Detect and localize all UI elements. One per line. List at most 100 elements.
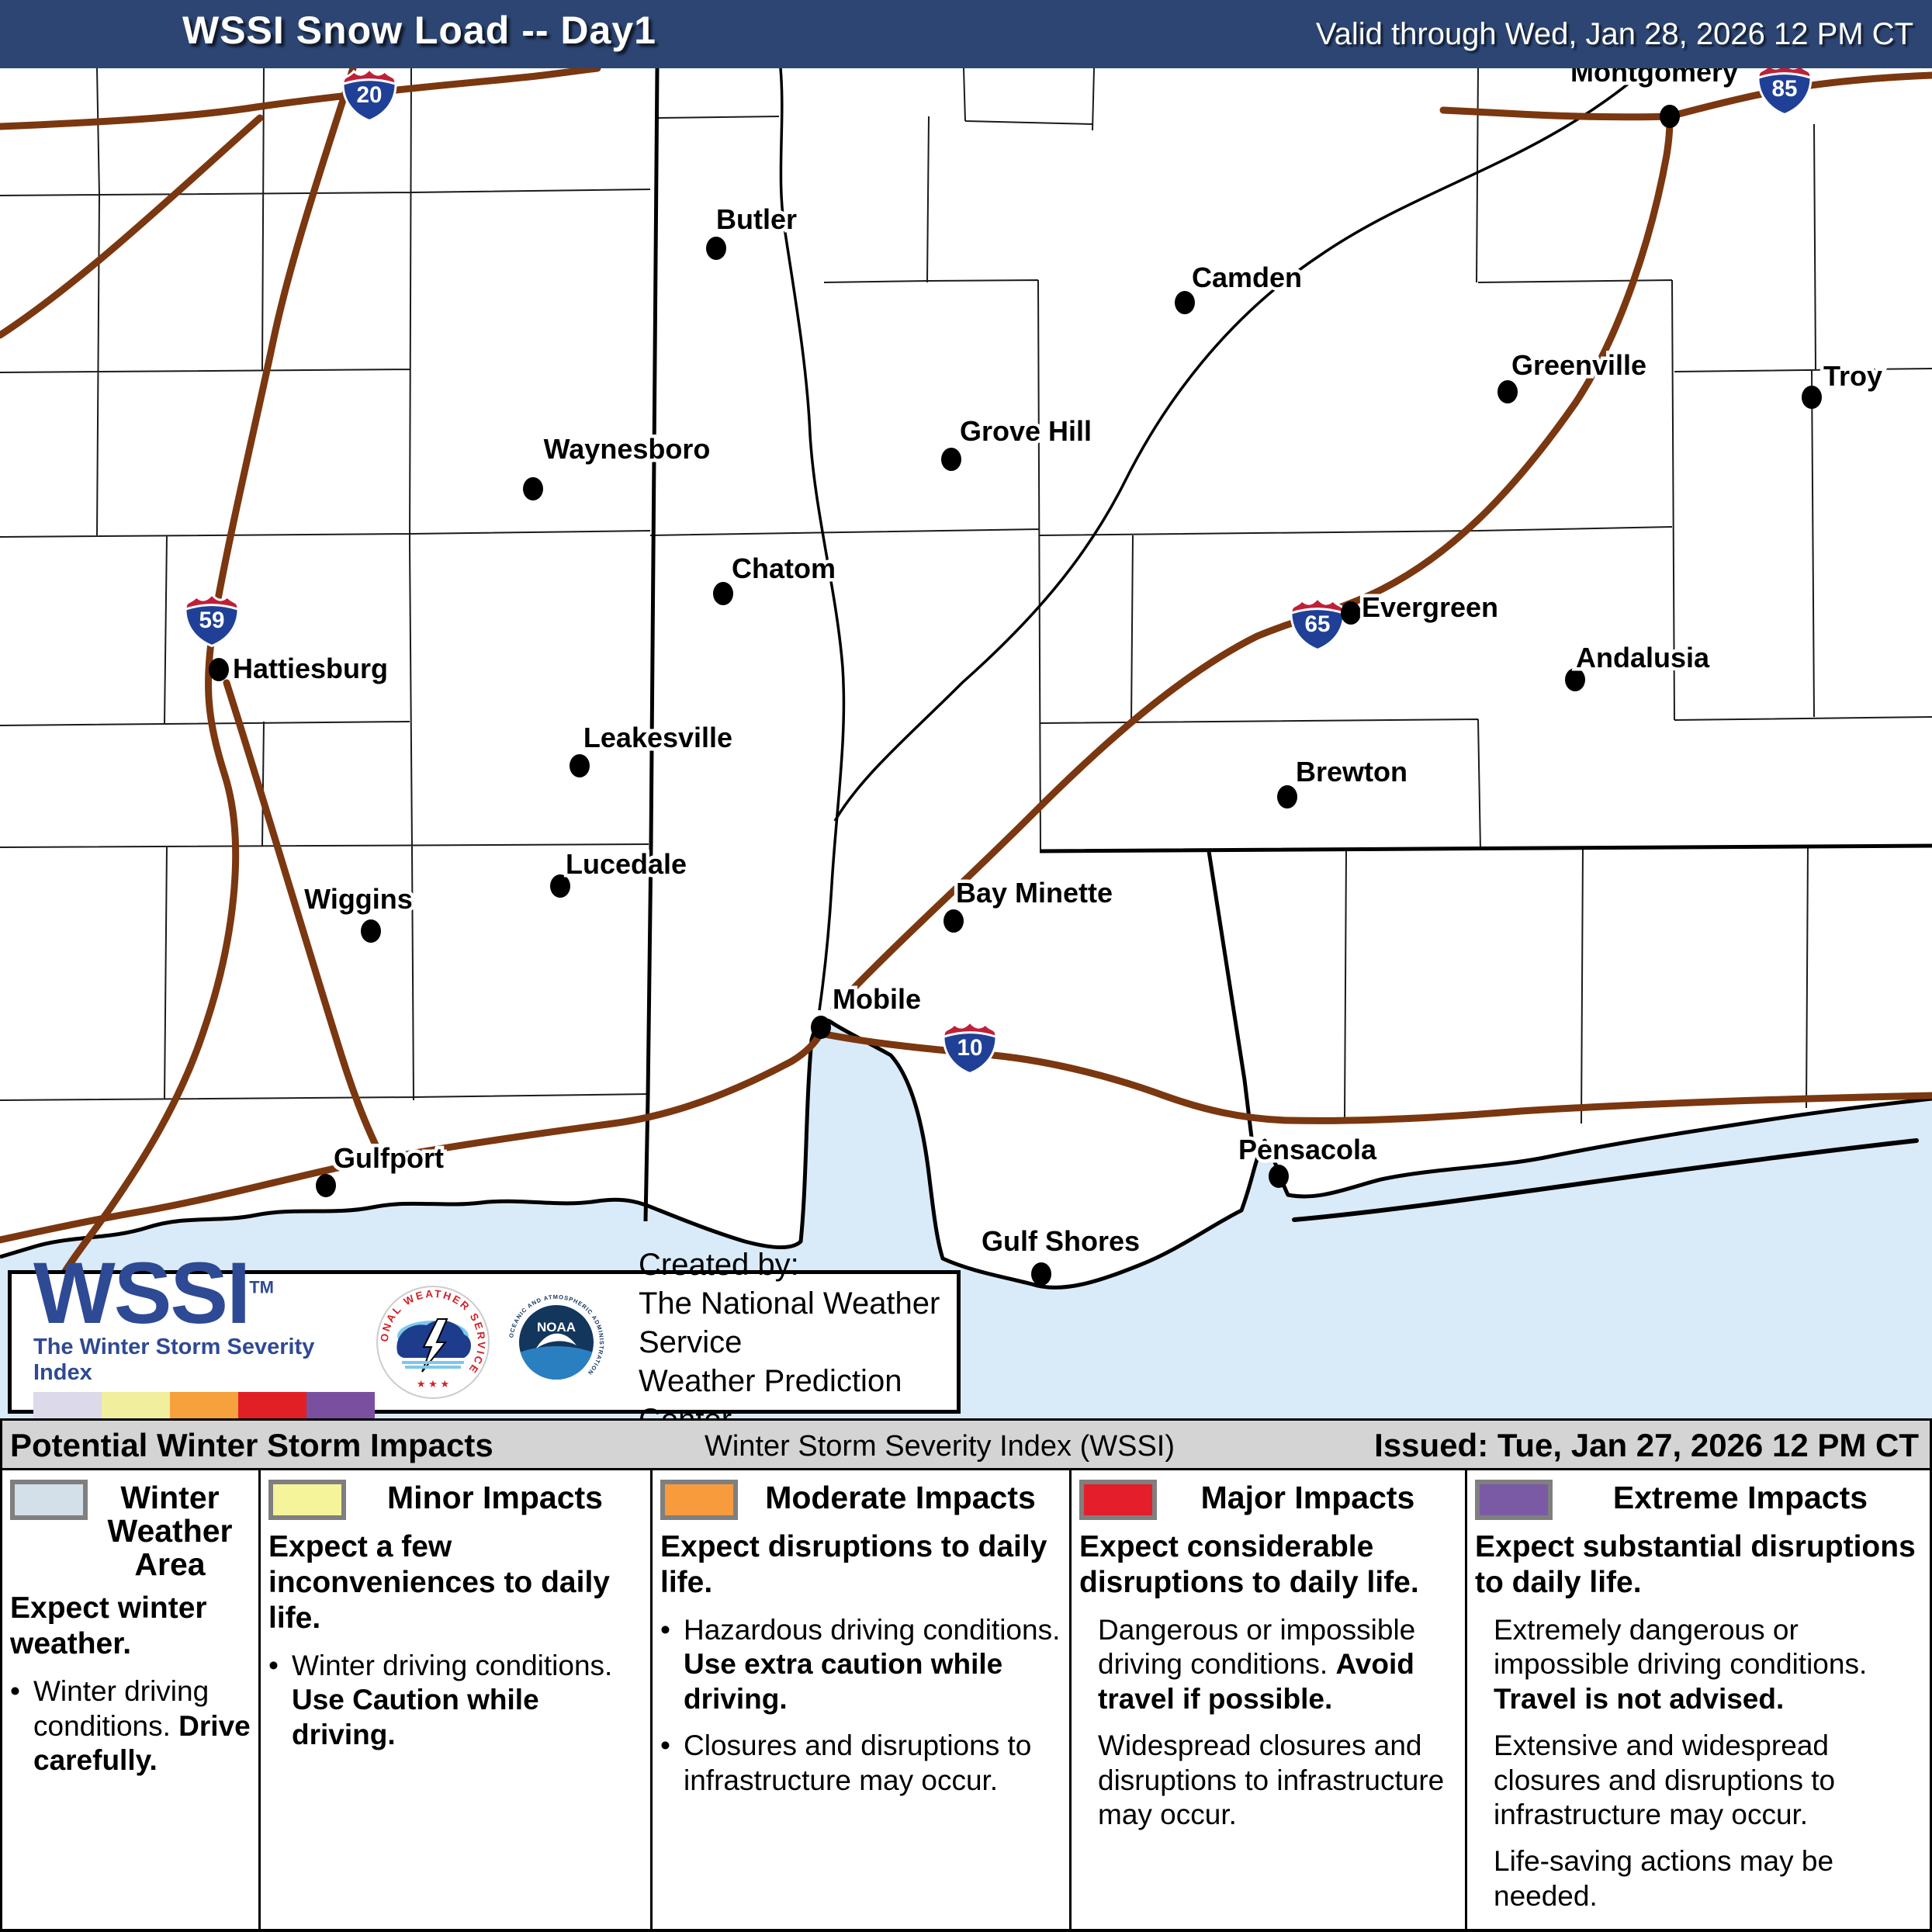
city-dot-pensacola bbox=[1269, 1165, 1289, 1188]
legend-swatch bbox=[268, 1480, 346, 1520]
city-label-lucedale: Lucedale bbox=[566, 848, 687, 880]
legend-lead: Expect a few inconveniences to daily lif… bbox=[268, 1530, 610, 1636]
city-dot-grove-hill bbox=[941, 448, 961, 471]
header-bar: WSSI Snow Load -- Day1 Valid through Wed… bbox=[0, 0, 1932, 68]
city-dot-waynesboro bbox=[523, 477, 543, 500]
trademark-symbol: TM bbox=[249, 1277, 274, 1297]
page-title: WSSI Snow Load -- Day1 bbox=[182, 9, 656, 52]
legend-title: Winter Weather Area bbox=[107, 1480, 233, 1583]
legend-title: Minor Impacts bbox=[387, 1480, 603, 1515]
wssi-wordmark: WSSI bbox=[33, 1245, 251, 1342]
city-dot-camden bbox=[1175, 291, 1195, 314]
shield-number: 65 bbox=[1305, 611, 1331, 637]
city-dot-hattiesburg bbox=[209, 658, 229, 681]
legend-column-minor-impacts: Minor Impacts Expect a few inconveniences… bbox=[261, 1470, 653, 1929]
city-label-bay-minette: Bay Minette bbox=[956, 877, 1113, 909]
city-label-chatom: Chatom bbox=[732, 552, 836, 584]
wssi-logo: WSSITM The Winter Storm Severity Index bbox=[12, 1250, 375, 1429]
city-dot-butler bbox=[706, 237, 726, 260]
shield-number: 20 bbox=[357, 82, 383, 108]
interstate-shield-10: 10 bbox=[942, 1020, 998, 1075]
legend-lead: Expect substantial disruptions to daily … bbox=[1475, 1530, 1916, 1600]
state-boundaries bbox=[643, 68, 1932, 1222]
road-montgomery-west bbox=[1439, 106, 1674, 121]
issued-text: Issued: Tue, Jan 27, 2026 12 PM CT bbox=[1374, 1427, 1919, 1463]
shield-number: 10 bbox=[957, 1035, 983, 1061]
impact-legend: Winter Weather Area Expect winter weather… bbox=[0, 1470, 1932, 1932]
wssi-subtitle: The Winter Storm Severity Index bbox=[33, 1334, 315, 1385]
legend-item: Extensive and widespread closures and di… bbox=[1494, 1729, 1836, 1830]
city-dot-leakesville bbox=[570, 754, 590, 777]
interstate-shield-59: 59 bbox=[184, 592, 240, 648]
city-dot-mobile bbox=[811, 1016, 831, 1039]
legend-title: Extreme Impacts bbox=[1612, 1480, 1868, 1515]
road-i10 bbox=[817, 1030, 1932, 1124]
city-dot-lucedale bbox=[550, 874, 570, 898]
city-label-wiggins: Wiggins bbox=[304, 883, 413, 915]
city-dot-chatom bbox=[713, 582, 733, 605]
noaa-logo-icon: NOAA NATIONAL OCEANIC AND ATMOSPHERIC AD… bbox=[504, 1290, 608, 1394]
interstate-shields: 20 85 59 65 10 bbox=[184, 61, 1813, 1075]
valid-through-text: Valid through Wed, Jan 28, 2026 12 PM CT bbox=[1315, 17, 1913, 51]
bullet-glyph: • bbox=[660, 1614, 670, 1646]
legend-item: • Winter driving conditions. Use Caution … bbox=[268, 1649, 644, 1752]
legend-column-moderate-impacts: Moderate Impacts Expect disruptions to da… bbox=[653, 1470, 1072, 1929]
city-label-gulfport: Gulfport bbox=[334, 1142, 444, 1174]
shield-number: 59 bbox=[199, 608, 225, 633]
legend-lead: Expect winter weather. bbox=[10, 1591, 207, 1661]
impacts-bar-subtitle: Winter Storm Severity Index (WSSI) bbox=[705, 1430, 1175, 1463]
city-label-andalusia: Andalusia bbox=[1576, 642, 1710, 673]
city-label-evergreen: Evergreen bbox=[1362, 591, 1498, 623]
interstate-shield-85: 85 bbox=[1757, 61, 1813, 116]
city-label-camden: Camden bbox=[1192, 261, 1302, 293]
city-dot-greenville bbox=[1497, 380, 1518, 403]
nws-logo-icon: NATIONAL WEATHER SERVICE ★ ★ ★ bbox=[376, 1285, 490, 1399]
city-dot-gulf-shores bbox=[1031, 1262, 1051, 1286]
city-label-grove-hill: Grove Hill bbox=[960, 415, 1092, 447]
road-us49 bbox=[223, 679, 390, 1172]
city-label-greenville: Greenville bbox=[1511, 349, 1646, 381]
road-i65 bbox=[830, 113, 1674, 1013]
legend-title: Moderate Impacts bbox=[765, 1480, 1036, 1515]
city-dot-evergreen bbox=[1341, 601, 1361, 625]
city-dot-gulfport bbox=[316, 1174, 336, 1197]
legend-item: • Hazardous driving conditions. Use extra… bbox=[660, 1613, 1063, 1716]
city-label-pensacola: Pensacola bbox=[1238, 1134, 1377, 1165]
legend-item: Dangerous or impossible driving conditio… bbox=[1098, 1614, 1416, 1715]
bullet-glyph: • bbox=[660, 1729, 670, 1762]
interstate-roads bbox=[0, 64, 1932, 1280]
agency-seals: NATIONAL WEATHER SERVICE ★ ★ ★ NOAA NATI… bbox=[375, 1284, 611, 1401]
road-i59-south-branch bbox=[0, 114, 264, 339]
rivers bbox=[779, 68, 1645, 1011]
legend-column-winter-weather-area: Winter Weather Area Expect winter weather… bbox=[2, 1470, 261, 1929]
city-label-waynesboro: Waynesboro bbox=[544, 433, 711, 465]
legend-item: • Winter driving conditions. Drive carefu… bbox=[10, 1674, 252, 1778]
city-label-troy: Troy bbox=[1823, 360, 1882, 392]
city-dot-bay-minette bbox=[943, 909, 964, 933]
bullet-glyph: • bbox=[10, 1675, 20, 1708]
legend-swatch bbox=[660, 1480, 738, 1520]
legend-column-extreme-impacts: Extreme Impacts Expect substantial disrup… bbox=[1467, 1470, 1932, 1929]
legend-lead: Expect disruptions to daily life. bbox=[660, 1530, 1047, 1600]
coastline bbox=[0, 1018, 1932, 1290]
created-by-line: The National Weather Service bbox=[639, 1286, 940, 1359]
road-i20 bbox=[0, 64, 601, 130]
city-label-leakesville: Leakesville bbox=[583, 722, 732, 753]
legend-swatch bbox=[1475, 1480, 1553, 1520]
legend-item: Widespread closures and disruptions to i… bbox=[1098, 1729, 1445, 1830]
city-label-mobile: Mobile bbox=[833, 983, 921, 1015]
legend-lead: Expect considerable disruptions to daily… bbox=[1079, 1530, 1419, 1600]
impacts-bar-title: Potential Winter Storm Impacts bbox=[10, 1427, 493, 1463]
wssi-logo-box: WSSITM The Winter Storm Severity Index N… bbox=[8, 1248, 961, 1437]
legend-item: Extremely dangerous or impossible drivin… bbox=[1494, 1614, 1868, 1715]
interstate-shield-65: 65 bbox=[1290, 596, 1345, 652]
city-dot-troy bbox=[1802, 386, 1822, 409]
created-by-text: Created by: The National Weather Service W… bbox=[639, 1245, 957, 1439]
city-label-hattiesburg: Hattiesburg bbox=[233, 653, 388, 684]
interstate-shield-20: 20 bbox=[341, 67, 397, 123]
legend-item: • Closures and disruptions to infrastruct… bbox=[660, 1729, 1063, 1798]
legend-item: Life-saving actions may be needed. bbox=[1494, 1845, 1834, 1912]
noaa-wordmark: NOAA bbox=[537, 1320, 576, 1335]
legend-swatch bbox=[1079, 1480, 1157, 1520]
